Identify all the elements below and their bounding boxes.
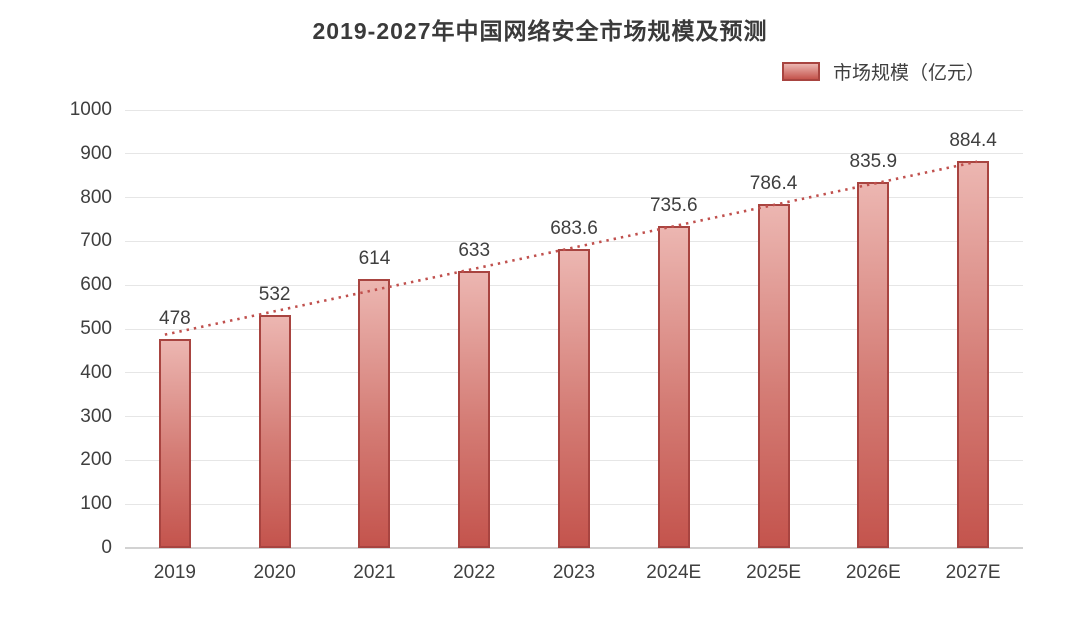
x-axis-tick: 2019 bbox=[153, 562, 197, 583]
y-axis-tick: 700 bbox=[80, 230, 112, 252]
x-axis-tick: 2023 bbox=[552, 562, 596, 583]
bar bbox=[857, 181, 890, 548]
gridline bbox=[125, 109, 1023, 111]
bar-value-label: 735.6 bbox=[649, 194, 698, 216]
bar-value-label: 884.4 bbox=[949, 129, 997, 151]
bar-value-label: 786.4 bbox=[749, 172, 798, 194]
x-axis-tick: 2025E bbox=[746, 562, 802, 583]
chart-title: 2019-2027年中国网络安全市场规模及预测 bbox=[312, 18, 768, 44]
y-axis-tick: 500 bbox=[80, 318, 112, 339]
bar bbox=[258, 314, 291, 548]
legend-label: 市场规模（亿元） bbox=[832, 63, 985, 84]
y-axis-tick: 400 bbox=[80, 361, 112, 383]
bar bbox=[458, 270, 491, 548]
x-axis-tick: 2024E bbox=[646, 562, 702, 583]
y-axis-tick: 100 bbox=[80, 493, 112, 515]
bar bbox=[158, 338, 191, 548]
legend: 市场规模（亿元） bbox=[781, 58, 985, 85]
y-axis-tick: 600 bbox=[80, 274, 112, 296]
bar-value-label: 614 bbox=[358, 248, 391, 270]
bar-value-label: 532 bbox=[258, 283, 291, 305]
bar-value-label: 835.9 bbox=[849, 150, 898, 172]
bar bbox=[657, 225, 690, 548]
x-axis-tick: 2022 bbox=[453, 562, 496, 583]
y-axis-tick: 800 bbox=[80, 186, 112, 208]
y-axis-tick: 900 bbox=[80, 142, 112, 164]
y-axis-tick: 300 bbox=[80, 405, 112, 427]
legend-swatch-icon bbox=[781, 62, 820, 81]
bar bbox=[957, 160, 990, 548]
x-axis-tick: 2020 bbox=[253, 562, 296, 583]
y-axis-tick: 0 bbox=[101, 537, 112, 558]
bar-value-label: 478 bbox=[159, 307, 191, 329]
x-axis-line bbox=[125, 547, 1023, 549]
y-axis-tick: 200 bbox=[80, 449, 112, 471]
bar bbox=[757, 203, 790, 548]
x-axis-tick: 2021 bbox=[353, 562, 396, 583]
gridline bbox=[125, 153, 1023, 155]
bar bbox=[358, 279, 391, 548]
y-axis-tick: 1000 bbox=[69, 99, 112, 120]
bar-value-label: 633 bbox=[458, 239, 491, 261]
x-axis-tick: 2027E bbox=[945, 562, 1001, 583]
x-axis-tick: 2026E bbox=[845, 562, 901, 583]
bar bbox=[558, 248, 590, 548]
bar-value-label: 683.6 bbox=[550, 217, 598, 239]
